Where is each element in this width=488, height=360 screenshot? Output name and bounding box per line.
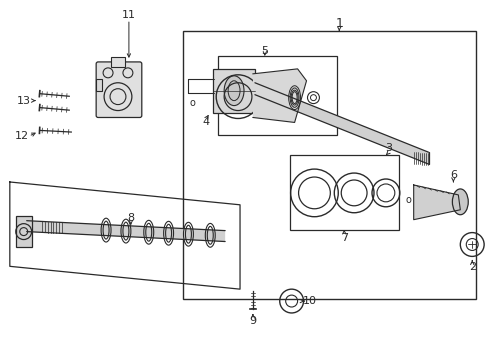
Bar <box>16 216 32 247</box>
Text: o: o <box>405 195 411 205</box>
Ellipse shape <box>451 189 468 215</box>
Text: 5: 5 <box>261 46 268 56</box>
Text: 1: 1 <box>335 17 343 30</box>
Bar <box>213 69 254 113</box>
Bar <box>218 56 337 135</box>
Text: 11: 11 <box>122 10 136 20</box>
Text: 10: 10 <box>302 296 316 306</box>
Polygon shape <box>252 69 306 122</box>
Bar <box>96 79 102 91</box>
Text: 13: 13 <box>17 96 31 105</box>
Polygon shape <box>254 83 427 164</box>
Text: 8: 8 <box>127 213 134 223</box>
Bar <box>289 155 398 230</box>
Bar <box>111 57 124 67</box>
Text: 4: 4 <box>203 117 209 127</box>
Text: 2: 2 <box>468 262 475 272</box>
Text: 9: 9 <box>249 316 256 326</box>
Polygon shape <box>27 221 224 242</box>
Text: 12: 12 <box>15 131 29 141</box>
Ellipse shape <box>224 76 244 105</box>
Polygon shape <box>413 185 459 220</box>
Bar <box>183 31 475 299</box>
Text: 6: 6 <box>449 170 456 180</box>
FancyBboxPatch shape <box>96 62 142 117</box>
Text: 3: 3 <box>385 143 391 153</box>
Text: o: o <box>189 98 195 108</box>
Text: 7: 7 <box>340 233 347 243</box>
